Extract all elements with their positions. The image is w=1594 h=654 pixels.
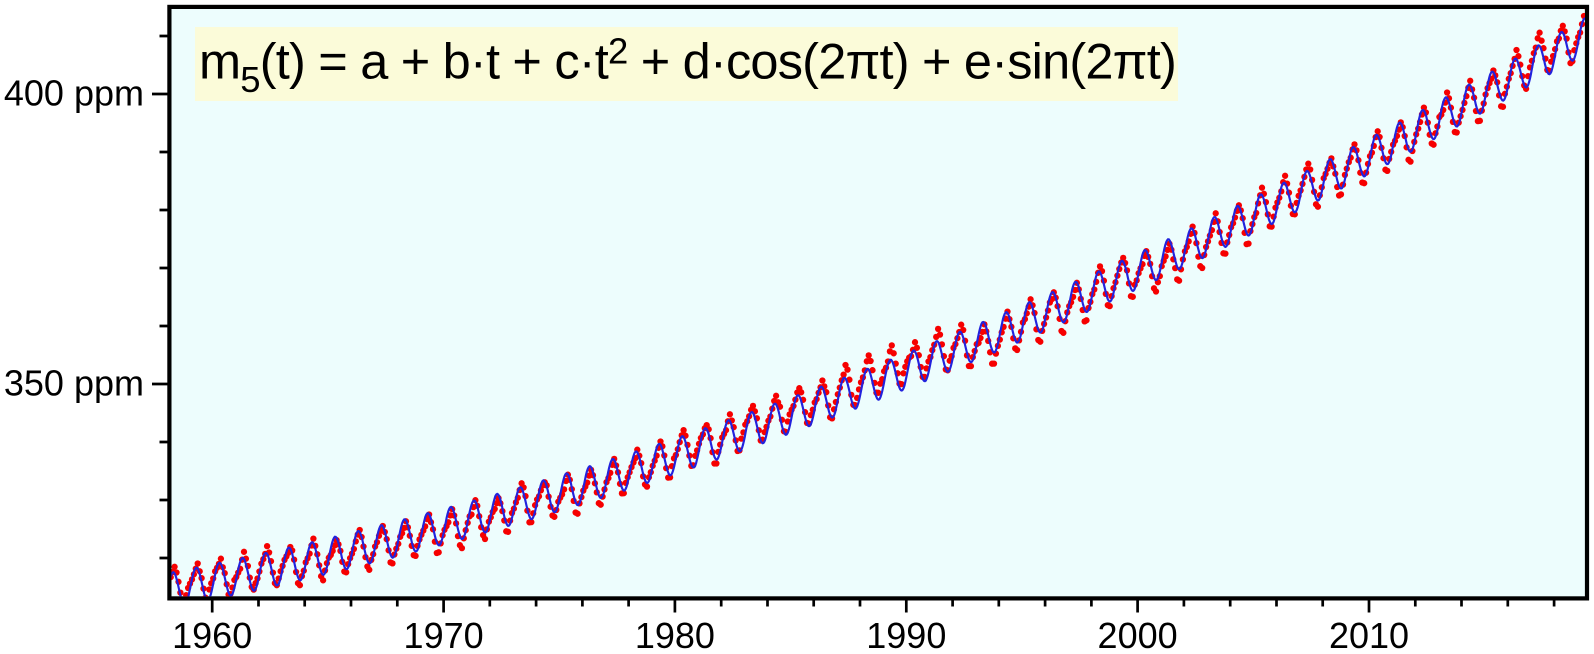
- svg-text:1960: 1960: [172, 615, 252, 654]
- svg-text:1970: 1970: [404, 615, 484, 654]
- svg-text:1990: 1990: [866, 615, 946, 654]
- svg-text:2010: 2010: [1329, 615, 1409, 654]
- svg-text:350 ppm: 350 ppm: [4, 363, 144, 404]
- svg-text:1980: 1980: [635, 615, 715, 654]
- svg-text:2000: 2000: [1098, 615, 1178, 654]
- svg-text:400 ppm: 400 ppm: [4, 73, 144, 114]
- svg-text:m5(t) = a + b·t + c·t2 + d·cos: m5(t) = a + b·t + c·t2 + d·cos(2πt) + e·…: [199, 31, 1176, 100]
